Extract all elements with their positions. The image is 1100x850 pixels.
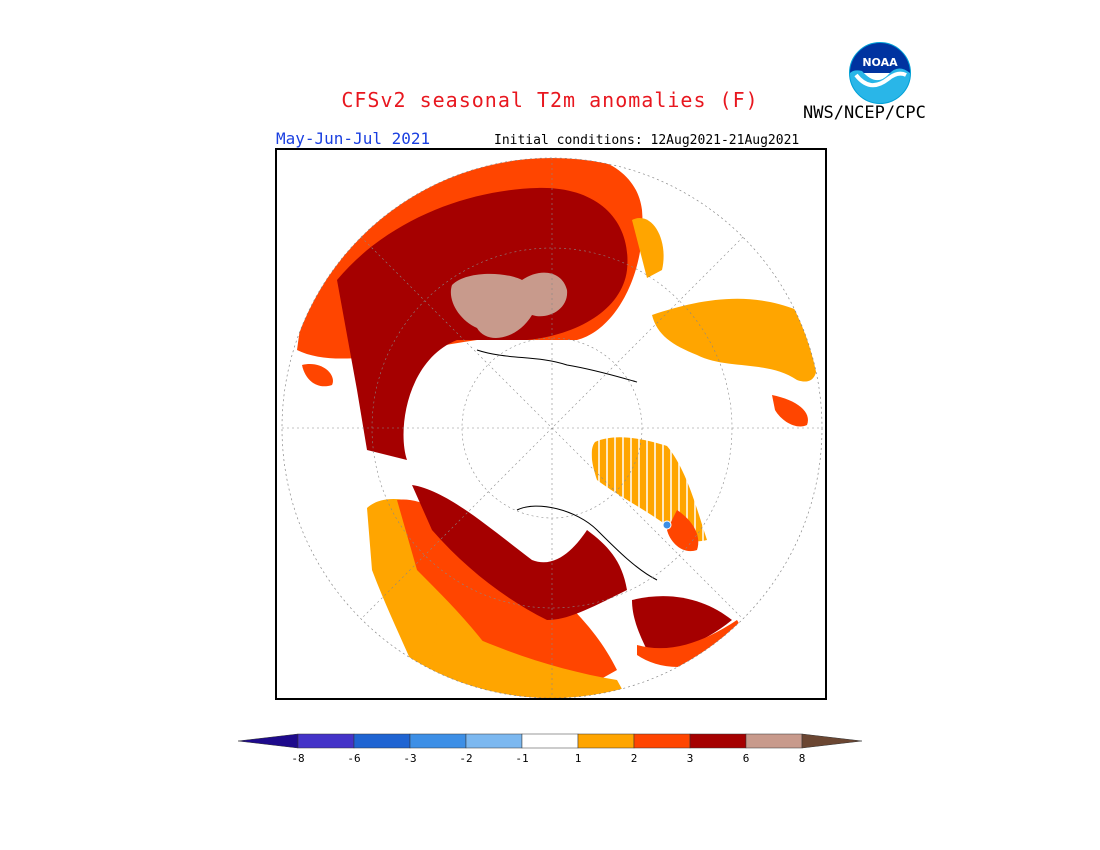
region-europe-scand <box>652 298 817 382</box>
region-europe-scand-red <box>772 395 808 427</box>
colorbar-swatch <box>577 733 635 749</box>
region-mongolia-core <box>450 272 568 338</box>
colorbar-low-arrow <box>238 733 299 749</box>
initial-conditions-label: Initial conditions: 12Aug2021-21Aug2021 <box>494 133 800 148</box>
region-greenland-south <box>667 510 699 552</box>
meridian-diag-2 <box>360 236 744 620</box>
island-marker <box>662 520 672 530</box>
colorbar-swatch <box>465 733 523 749</box>
coastline-arctic <box>476 349 638 383</box>
colorbar-tick-label: -2 <box>459 752 472 765</box>
colorbar-tick-label: 6 <box>743 752 750 765</box>
colorbar-tick-label: 3 <box>687 752 694 765</box>
coastline-canada <box>516 505 658 581</box>
colorbar-tick-label: -3 <box>403 752 416 765</box>
colorbar-swatch <box>689 733 747 749</box>
colorbar-tick-label: -6 <box>347 752 360 765</box>
colorbar-tick-label: -1 <box>515 752 528 765</box>
colorbar-swatch <box>409 733 467 749</box>
region-japan-coast <box>632 218 664 278</box>
colorbar-tick-label: 8 <box>799 752 806 765</box>
colorbar-swatch <box>633 733 691 749</box>
colorbar-swatch <box>297 733 355 749</box>
region-pacific-small <box>302 364 333 387</box>
chart-title: CFSv2 seasonal T2m anomalies (F) <box>341 88 759 112</box>
region-us-south <box>427 620 627 698</box>
colorbar-high-arrow <box>801 733 863 749</box>
colorbar-tick-label: -8 <box>291 752 304 765</box>
colorbar-swatch <box>745 733 803 749</box>
map-canvas <box>281 157 823 698</box>
colorbar-tick-label: 1 <box>575 752 582 765</box>
season-label: May-Jun-Jul 2021 <box>276 129 431 148</box>
colorbar-swatch <box>353 733 411 749</box>
colorbar-tick-label: 2 <box>631 752 638 765</box>
region-north-america-band-3 <box>412 485 627 620</box>
colorbar-swatch <box>521 733 579 749</box>
agency-label: NWS/NCEP/CPC <box>803 103 926 123</box>
noaa-logo-text: NOAA <box>862 56 898 69</box>
noaa-logo: NOAA <box>849 42 911 104</box>
color-bar: -8 -6 -3 -2 -1 1 2 3 6 8 <box>238 733 863 765</box>
polar-map <box>275 148 827 700</box>
region-hudson-band-3 <box>632 596 732 651</box>
